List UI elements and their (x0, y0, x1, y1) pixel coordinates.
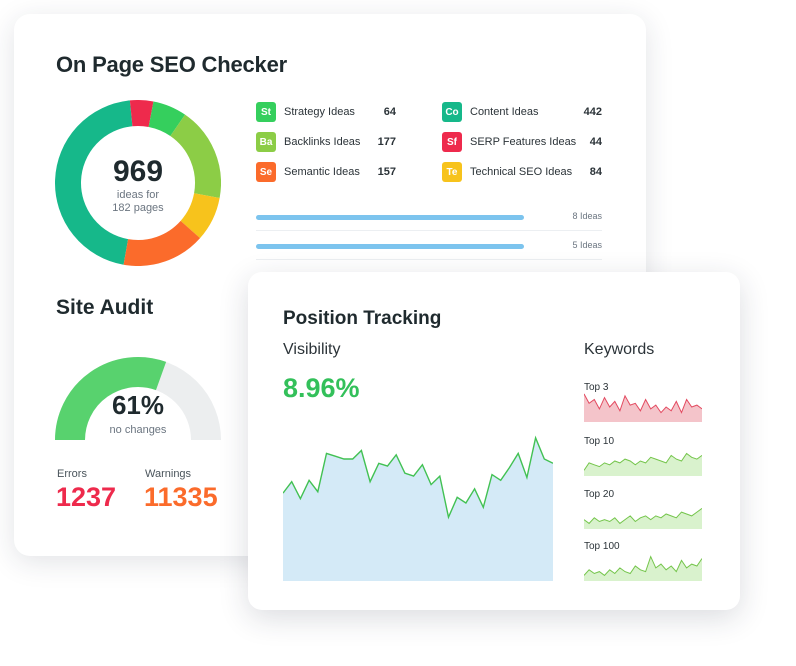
total-ideas-caption: ideas for 182 pages (55, 189, 221, 215)
legend-label: Content Ideas (470, 106, 539, 118)
seo-checker-title: On Page SEO Checker (56, 52, 287, 77)
idea-bar-row[interactable]: 5 Ideas (256, 238, 602, 260)
total-ideas-caption-line1: ideas for (116, 189, 160, 201)
idea-bar-fill (256, 244, 524, 249)
keyword-group-label: Top 3 (584, 382, 609, 393)
legend-item-semantic[interactable]: Se Semantic Ideas (256, 162, 360, 182)
legend-item-backlinks[interactable]: Ba Backlinks Ideas (256, 132, 360, 152)
legend-label: Technical SEO Ideas (470, 166, 573, 178)
top10-sparkline (584, 452, 702, 476)
legend-value: 442 (583, 106, 602, 118)
legend-value: 84 (589, 166, 602, 178)
sparkline-line (584, 507, 702, 525)
warnings-value: 11335 (144, 482, 218, 512)
donut-svg (55, 100, 221, 266)
legend-item-serp-features[interactable]: Sf SERP Features Ideas (442, 132, 576, 152)
sparkline-area (584, 508, 702, 529)
semantic-badge-icon: Se (256, 162, 276, 182)
technical-seo-badge-icon: Te (442, 162, 462, 182)
legend-label: Semantic Ideas (284, 166, 360, 178)
donut-slice (180, 192, 220, 239)
total-ideas-caption-line2: 182 pages (112, 202, 164, 214)
donut-slice (55, 100, 133, 265)
sparkline-area (584, 556, 702, 581)
idea-bar-label: 8 Ideas (572, 211, 602, 221)
donut-center: 969 ideas for 182 pages (55, 100, 221, 266)
donut-slice (129, 100, 154, 128)
sparkline-area (584, 453, 702, 476)
gauge-fill (55, 357, 167, 441)
legend-value: 157 (377, 166, 396, 178)
top20-sparkline (584, 507, 702, 529)
legend-item-content[interactable]: Co Content Ideas (442, 102, 539, 122)
keyword-group-label: Top 10 (584, 436, 615, 447)
warnings-label: Warnings (145, 468, 192, 480)
errors-value: 1237 (56, 482, 117, 512)
visibility-value: 8.96% (283, 373, 360, 403)
sparkline-area (584, 393, 702, 422)
position-tracking-title: Position Tracking (283, 308, 442, 329)
serp-features-badge-icon: Sf (442, 132, 462, 152)
visibility-area (283, 437, 553, 581)
keywords-label: Keywords (584, 341, 655, 358)
top100-sparkline (584, 555, 702, 581)
keyword-group-label: Top 20 (584, 489, 615, 500)
ideas-legend: St Strategy Ideas 64 Ba Backlinks Ideas … (256, 102, 608, 186)
sparkline-line (584, 555, 702, 577)
top3-sparkline (584, 393, 702, 422)
donut-slice (123, 220, 201, 266)
idea-bar-label: 5 Ideas (572, 240, 602, 250)
keyword-group-label: Top 100 (584, 541, 620, 552)
legend-item-technical-seo[interactable]: Te Technical SEO Ideas (442, 162, 572, 182)
legend-value: 64 (383, 106, 396, 118)
total-ideas-count: 969 (112, 155, 164, 188)
visibility-label: Visibility (283, 341, 341, 358)
visibility-area-chart (283, 435, 553, 581)
visibility-line (283, 435, 553, 520)
idea-bar-row[interactable]: 8 Ideas (256, 209, 602, 231)
legend-label: Backlinks Ideas (284, 136, 361, 148)
donut-slice (148, 101, 186, 137)
legend-label: Strategy Ideas (284, 106, 355, 118)
idea-bar-fill (256, 215, 524, 220)
site-health-caption: no changes (109, 424, 167, 436)
strategy-badge-icon: St (256, 102, 276, 122)
legend-value: 44 (589, 136, 602, 148)
site-health-percent: 61% (111, 390, 165, 420)
sparkline-line (584, 393, 702, 414)
errors-label: Errors (57, 468, 87, 480)
site-audit-title: Site Audit (56, 296, 154, 319)
gauge-svg (55, 357, 221, 441)
legend-value: 177 (377, 136, 396, 148)
legend-label: SERP Features Ideas (470, 136, 577, 148)
content-badge-icon: Co (442, 102, 462, 122)
donut-slice (169, 114, 221, 198)
backlinks-badge-icon: Ba (256, 132, 276, 152)
ideas-donut-chart: 969 ideas for 182 pages (55, 100, 221, 266)
legend-item-strategy[interactable]: St Strategy Ideas (256, 102, 355, 122)
site-health-gauge (55, 340, 221, 441)
sparkline-line (584, 452, 702, 471)
